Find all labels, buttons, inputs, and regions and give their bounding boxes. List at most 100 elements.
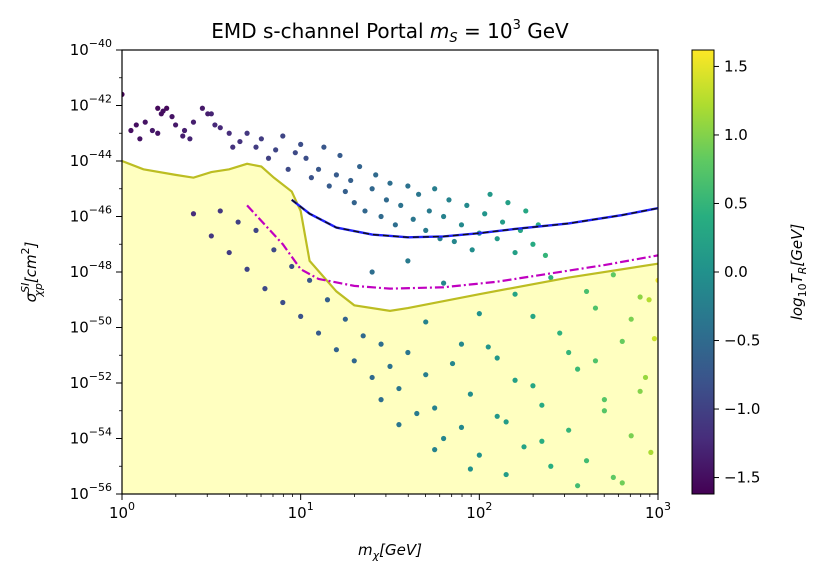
colorbar-tick-label: −1.0 bbox=[724, 400, 760, 418]
chart-title: EMD s-channel Portal mS = 103 GeV bbox=[211, 18, 569, 46]
scatter-point bbox=[548, 274, 554, 281]
scatter-point bbox=[441, 213, 447, 220]
y-axis-ticks: 10−40 10−42 10−44 10−46 10−48 10−50 10−52 10−54… bbox=[70, 37, 122, 503]
colorbar-tick-label: 0.0 bbox=[724, 263, 748, 281]
scatter-point bbox=[164, 105, 170, 111]
scatter-point bbox=[333, 347, 339, 353]
scatter-point bbox=[505, 200, 511, 206]
scatter-point bbox=[583, 458, 590, 464]
scatter-point bbox=[458, 222, 465, 228]
scatter-point bbox=[190, 211, 197, 217]
scatter-point bbox=[432, 447, 438, 453]
scatter-point bbox=[405, 183, 411, 189]
scatter-point bbox=[180, 133, 186, 139]
scatter-point bbox=[423, 372, 429, 378]
scatter-point bbox=[337, 152, 343, 159]
scatter-point bbox=[315, 330, 322, 336]
scatter-point bbox=[342, 316, 348, 322]
scatter-point bbox=[137, 136, 143, 142]
scatter-point bbox=[396, 385, 402, 392]
scatter-point bbox=[476, 452, 482, 458]
scatter-point bbox=[512, 291, 518, 297]
scatter-point bbox=[414, 410, 420, 417]
scatter-point bbox=[583, 288, 590, 295]
scatter-point bbox=[432, 405, 438, 411]
scatter-point bbox=[230, 144, 236, 150]
scatter-point bbox=[378, 341, 384, 347]
colorbar-gradient bbox=[691, 49, 715, 495]
scatter-point bbox=[523, 208, 529, 214]
scatter-point bbox=[566, 349, 572, 356]
scatter-point bbox=[601, 408, 608, 414]
scatter-point bbox=[405, 258, 411, 264]
scatter-point bbox=[208, 233, 214, 239]
scatter-point bbox=[351, 358, 357, 364]
scatter-point bbox=[482, 211, 488, 217]
scatter-point bbox=[646, 297, 652, 303]
colorbar-tick-label: 1.0 bbox=[724, 126, 748, 144]
scatter-point bbox=[512, 249, 518, 256]
scatter-point bbox=[485, 344, 491, 350]
scatter-point bbox=[503, 471, 509, 478]
scatter-point bbox=[357, 163, 363, 170]
scatter-point bbox=[190, 119, 197, 125]
colorbar-tick-label: 0.5 bbox=[724, 194, 748, 212]
scatter-point bbox=[592, 358, 599, 364]
scatter-point bbox=[217, 125, 223, 131]
limit-curve-xenon1t-dash bbox=[291, 199, 658, 239]
y-tick-label: 10−54 bbox=[70, 426, 112, 448]
scatter-point bbox=[601, 397, 608, 403]
scatter-point bbox=[610, 474, 616, 480]
scatter-point bbox=[360, 333, 366, 339]
scatter-point bbox=[378, 213, 384, 220]
scatter-point bbox=[494, 236, 500, 242]
scatter-point bbox=[369, 269, 375, 275]
scatter-point bbox=[619, 480, 625, 486]
scatter-point bbox=[307, 277, 313, 283]
scatter-point bbox=[539, 402, 545, 408]
scatter-point bbox=[289, 263, 295, 270]
scatter-point bbox=[122, 91, 125, 97]
y-tick-label: 10−48 bbox=[70, 259, 112, 281]
scatter-point bbox=[369, 374, 375, 381]
scatter-point bbox=[610, 272, 616, 278]
y-tick-label: 10−52 bbox=[70, 370, 112, 392]
scatter-point bbox=[512, 377, 518, 383]
scatter-point bbox=[392, 222, 398, 228]
scatter-point bbox=[253, 144, 259, 150]
scatter-point bbox=[467, 466, 473, 472]
scatter-point bbox=[648, 449, 654, 455]
scatter-point bbox=[155, 105, 161, 111]
scatter-point bbox=[160, 108, 166, 114]
scatter-point bbox=[575, 483, 581, 489]
scatter-point bbox=[530, 383, 536, 389]
scatter-point bbox=[271, 247, 277, 253]
scatter-point bbox=[503, 419, 509, 425]
scatter-point bbox=[285, 166, 291, 172]
excluded-region-fill bbox=[122, 161, 658, 494]
scatter-point bbox=[476, 311, 482, 317]
scatter-point bbox=[235, 219, 241, 225]
y-axis-label: σSIχp[cm2] bbox=[19, 241, 45, 302]
scatter-point bbox=[451, 238, 457, 245]
scatter-point bbox=[181, 127, 188, 134]
colorbar: 1.5 1.0 0.5 0.0 −0.5 −1.0 −1.5 log10TR[GeV] bbox=[691, 49, 809, 495]
scatter-point bbox=[369, 186, 375, 192]
scatter-point bbox=[298, 141, 304, 147]
scatter-point bbox=[226, 249, 232, 256]
scatter-point bbox=[169, 114, 175, 120]
scatter-point bbox=[423, 227, 429, 233]
scatter-point bbox=[292, 150, 298, 156]
scatter-point bbox=[217, 208, 223, 214]
scatter-point bbox=[464, 202, 470, 208]
colorbar-tick-label: 1.5 bbox=[724, 57, 748, 75]
scatter-point bbox=[208, 111, 214, 117]
scatter-point bbox=[441, 280, 447, 286]
scatter-point bbox=[333, 172, 339, 178]
x-tick-label: 101 bbox=[288, 500, 314, 522]
scatter-point bbox=[592, 305, 599, 311]
scatter-point bbox=[575, 366, 581, 372]
x-axis-label: mχ[GeV] bbox=[358, 541, 422, 562]
scatter-point bbox=[155, 130, 161, 136]
